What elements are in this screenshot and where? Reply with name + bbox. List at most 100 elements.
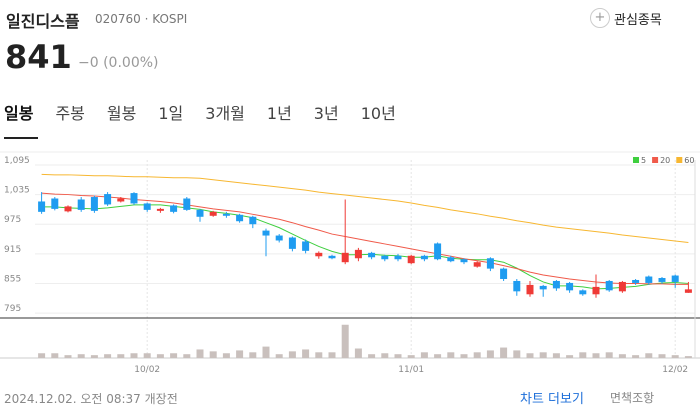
candle-body [658, 278, 666, 282]
candle-body [566, 282, 574, 291]
candle-body [77, 199, 85, 210]
candle-body [434, 243, 442, 260]
candle-body [420, 255, 428, 260]
candle-body [684, 289, 692, 293]
candle-body [249, 216, 257, 225]
watch-label: 관심종목 [614, 12, 662, 28]
tab[interactable]: 1년 [266, 104, 292, 123]
timestamp: 2024.12.02. 오전 08:37 개장전 [4, 392, 178, 406]
volume-bar [117, 354, 125, 358]
candle-body [486, 258, 494, 269]
tab[interactable]: 10년 [360, 104, 396, 123]
volume-bar [552, 353, 560, 358]
disclaimer[interactable]: 면책조항 [610, 391, 655, 405]
candle-body [447, 257, 455, 262]
y-tick-label: 975 [4, 215, 21, 225]
y-tick-label: 855 [4, 274, 21, 284]
candle-body [592, 286, 600, 295]
volume-bar [38, 353, 46, 358]
candle-body [513, 280, 521, 292]
volume-bar [209, 351, 217, 358]
volume-bar [513, 350, 521, 358]
volume-bar [222, 353, 230, 358]
tab[interactable]: 3개월 [205, 104, 245, 123]
candle-body [38, 201, 46, 212]
volume-bar [407, 355, 415, 358]
volume-bar [645, 353, 653, 358]
candle-body [222, 213, 230, 216]
x-tick-label: 11/01 [398, 365, 424, 375]
tab[interactable]: 1일 [158, 104, 184, 123]
candle-body [209, 211, 217, 216]
watch-button[interactable]: + 관심종목 [590, 8, 662, 28]
chart-more[interactable]: 차트 더보기 [520, 392, 584, 407]
volume-bar [77, 354, 85, 358]
volume-bar [381, 353, 389, 358]
market: KOSPI [152, 12, 188, 26]
ma-line [41, 192, 689, 285]
candle-body [579, 290, 587, 295]
volume-bar [249, 352, 257, 358]
volume-bar [434, 354, 442, 358]
volume-bar [315, 352, 323, 358]
tab[interactable]: 3년 [313, 104, 339, 123]
volume-bar [539, 352, 547, 358]
candle-body [605, 280, 613, 291]
y-tick-label: 1,035 [4, 186, 30, 196]
legend-label: 20 [660, 156, 670, 165]
candle-body [196, 209, 204, 217]
x-tick-label: 10/02 [134, 365, 160, 375]
candle-body [552, 280, 560, 289]
tab[interactable]: 월봉 [106, 104, 137, 123]
volume-bar [354, 348, 362, 358]
legend-swatch [633, 157, 639, 163]
candle-body [315, 252, 323, 257]
legend-swatch [676, 157, 683, 163]
candle-body [104, 194, 112, 205]
tab[interactable]: 일봉 [4, 104, 34, 123]
tab[interactable]: 주봉 [55, 104, 85, 123]
volume-bar [90, 355, 98, 358]
candle-body [394, 255, 402, 260]
volume-bar [262, 346, 270, 358]
candle-body [275, 235, 283, 241]
volume-bar [288, 351, 296, 358]
volume-bar [64, 355, 72, 358]
legend-label: 60 [684, 156, 694, 165]
volume-bar [526, 353, 534, 358]
volume-bar [130, 353, 138, 358]
y-tick-label: 795 [4, 304, 21, 314]
volume-bar [51, 353, 59, 358]
volume-bar [671, 355, 679, 358]
candle-body [460, 259, 468, 263]
volume-bar [618, 354, 626, 358]
candle-body [302, 241, 310, 251]
volume-bar [302, 349, 310, 358]
price: 841 [5, 38, 72, 76]
volume-bar [328, 352, 336, 358]
period-tabs: 일봉 주봉 월봉 1일 3개월 1년 3년 10년 [4, 100, 396, 124]
legend-label: 5 [641, 156, 646, 165]
stock-name: 일진디스플 [6, 12, 80, 31]
candle-body [288, 237, 296, 249]
volume-bar [368, 354, 376, 358]
volume-bar [632, 355, 640, 358]
candle-body [526, 284, 534, 295]
candle-body [156, 208, 164, 211]
tab-underline [4, 137, 38, 139]
volume-bar [460, 354, 468, 358]
volume-bar [156, 354, 164, 358]
candle-body [500, 268, 508, 279]
candle-body [328, 255, 336, 259]
candle-body [117, 198, 125, 202]
volume-bar [170, 353, 178, 358]
code: 020760 [95, 12, 141, 26]
candle-body [368, 252, 376, 258]
candle-body [407, 255, 415, 264]
volume-bar [275, 354, 283, 358]
volume-bar [486, 350, 494, 358]
ma-line [41, 173, 689, 243]
volume-bar [684, 356, 692, 358]
volume-bar [420, 352, 428, 358]
